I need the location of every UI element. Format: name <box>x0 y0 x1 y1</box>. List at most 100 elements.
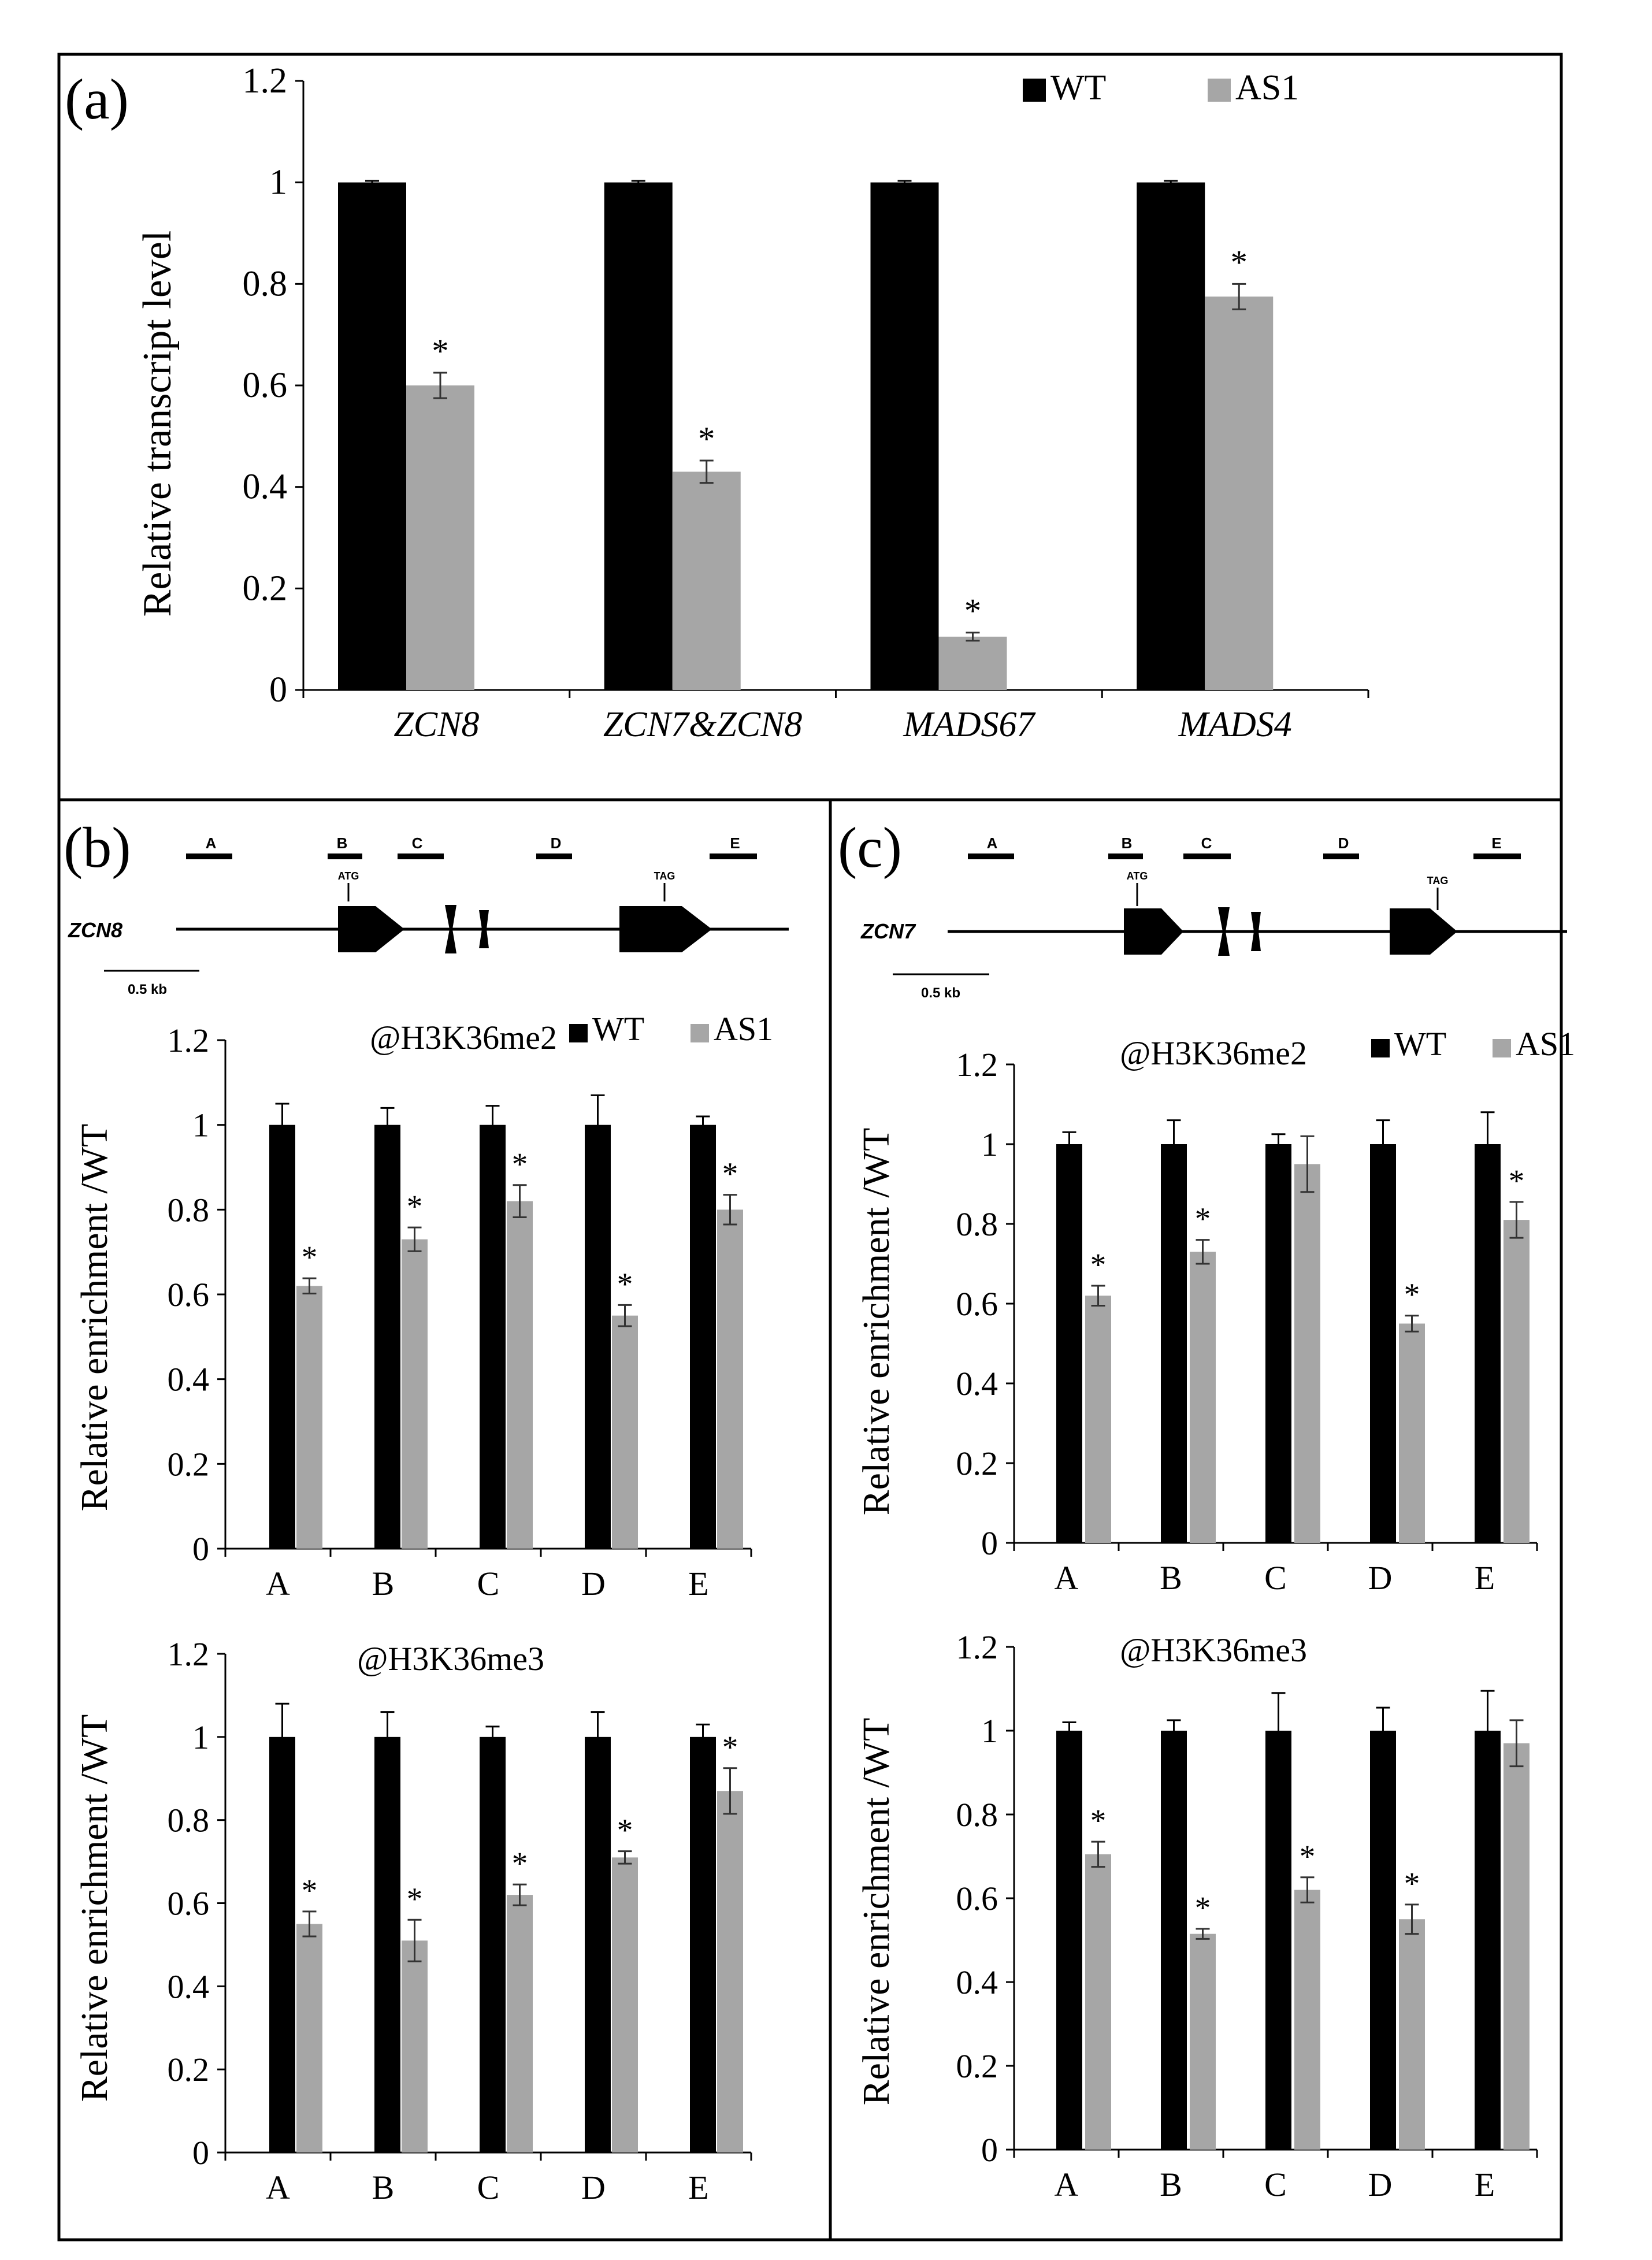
bar-wt-e <box>690 1125 716 1549</box>
significance-star: * <box>698 420 715 458</box>
y-tick-label: 0.4 <box>243 467 288 507</box>
start-codon-label: ATG <box>1127 870 1148 882</box>
x-category-label: MADS67 <box>903 705 1036 744</box>
y-axis-title: Relative enrichment /WT <box>73 1715 116 2102</box>
scale-bar-label: 0.5 kb <box>921 985 960 1001</box>
y-tick-label: 0.8 <box>956 1796 998 1834</box>
bar-wt-a <box>269 1736 295 2153</box>
significance-star: * <box>964 592 981 630</box>
stop-codon-label: TAG <box>654 870 675 882</box>
region-bar-b <box>328 853 362 859</box>
x-category-label: A <box>1055 2166 1079 2203</box>
bar-wt-c <box>480 1736 506 2153</box>
bar-wt-zcn8 <box>338 182 406 691</box>
chart-panel-a: (a) Relative transcript level 0 0.2 0.4 0.6… <box>65 61 1369 744</box>
significance-star: * <box>432 332 448 370</box>
x-category-label: A <box>1055 1559 1079 1597</box>
y-axis-title: Relative transcript level <box>135 231 180 617</box>
significance-star: * <box>1195 1890 1211 1925</box>
bar-wt-d <box>585 1736 611 2153</box>
y-tick-label: 0.2 <box>956 1445 998 1482</box>
legend-label-wt: WT <box>592 1010 644 1048</box>
bar-wt-d <box>585 1125 611 1549</box>
chart-panel-b-h3k36me2: Relative enrichment /WT 0 0.2 0.4 0.6 0.8 1 1.… <box>73 1010 773 1602</box>
chart-title: @H3K36me3 <box>1120 1631 1307 1669</box>
y-tick-label: 1.2 <box>168 1635 210 1673</box>
region-label-b: B <box>337 834 348 852</box>
y-tick-label: 1.2 <box>168 1022 210 1059</box>
y-tick-label: 0.6 <box>956 1285 998 1323</box>
chart-title: @H3K36me2 <box>370 1019 557 1056</box>
chart-panel-c-h3k36me2: Relative enrichment /WT 0 0.2 0.4 0.6 0.8 1 1.… <box>855 1025 1575 1597</box>
region-label-e: E <box>1491 834 1501 852</box>
region-bar-e <box>1473 853 1521 859</box>
x-category-label: E <box>688 1565 708 1602</box>
y-tick-label: 0.2 <box>243 569 288 608</box>
bar-wt-c <box>1265 1731 1291 2150</box>
bar-as1-d <box>612 1315 638 1549</box>
bar-wt-d <box>1370 1731 1396 2150</box>
bar-wt-a <box>1056 1731 1082 2150</box>
legend-swatch-as1 <box>1208 79 1231 102</box>
x-category-label: E <box>688 2169 708 2206</box>
bar-as1-c <box>507 1201 533 1549</box>
x-category-label: D <box>581 2169 606 2206</box>
panel-c-frame <box>829 798 1563 2242</box>
bar-as1-zcn8 <box>406 385 474 690</box>
x-category-label: A <box>266 1565 290 1602</box>
bar-as1-b <box>1190 1934 1216 2150</box>
exon-1 <box>1124 908 1183 955</box>
significance-star: * <box>1404 1277 1420 1312</box>
x-category-label: B <box>1160 1559 1182 1597</box>
legend-swatch-as1 <box>691 1024 709 1042</box>
bar-wt-zcn7-zcn8 <box>604 182 673 691</box>
region-bar-c <box>1183 853 1231 859</box>
bar-as1-a <box>1085 1854 1111 2150</box>
y-tick-label: 0.4 <box>168 1361 210 1398</box>
x-category-label: E <box>1475 2166 1495 2203</box>
y-axis-title: Relative enrichment /WT <box>855 1128 897 1516</box>
y-tick-label: 0.2 <box>956 2047 998 2085</box>
y-tick-label: 0 <box>269 670 287 710</box>
bar-as1-d <box>1399 1323 1425 1543</box>
x-category-label: D <box>1368 2166 1393 2203</box>
panel-b-label: (b) <box>64 815 131 879</box>
bar-wt-a <box>1056 1144 1082 1543</box>
gene-diagram-zcn8: (b) A B C D E ATG TAG ZCN8 0.5 kb <box>64 815 789 997</box>
region-label-d: D <box>1338 834 1349 852</box>
region-bar-e <box>710 853 757 859</box>
region-label-c: C <box>1201 834 1212 852</box>
bar-as1-a <box>296 1924 322 2153</box>
bar-as1-mads67 <box>938 636 1007 690</box>
region-bar-a <box>186 853 232 859</box>
region-bar-c <box>398 853 444 859</box>
x-category-label: C <box>477 1565 500 1602</box>
bar-wt-c <box>480 1125 506 1549</box>
bar-wt-b <box>374 1125 400 1549</box>
legend-label-as1: AS1 <box>1235 68 1299 107</box>
legend-swatch-as1 <box>1493 1039 1511 1057</box>
bar-as1-b <box>1190 1252 1216 1543</box>
y-tick-label: 0.6 <box>168 1276 210 1313</box>
x-category-label: B <box>372 2169 395 2206</box>
region-bar-b <box>1108 853 1143 859</box>
region-bar-d <box>536 853 572 859</box>
y-tick-label: 0 <box>981 1524 998 1562</box>
y-tick-label: 1 <box>269 163 287 202</box>
x-category-label: ZCN8 <box>393 705 479 744</box>
chart-panel-b-h3k36me3: Relative enrichment /WT 0 0.2 0.4 0.6 0.8 1 1.… <box>73 1635 752 2206</box>
bar-as1-e <box>717 1209 743 1549</box>
x-category-label: D <box>1368 1559 1393 1597</box>
y-tick-label: 0.8 <box>168 1802 210 1839</box>
significance-star: * <box>617 1813 633 1848</box>
significance-star: * <box>407 1881 423 1916</box>
y-tick-label: 1.2 <box>956 1628 998 1666</box>
y-axis-title: Relative enrichment /WT <box>855 1718 897 2106</box>
significance-star: * <box>1090 1247 1107 1282</box>
y-tick-label: 0.6 <box>956 1880 998 1917</box>
x-category-label: C <box>1264 1559 1287 1597</box>
bar-wt-e <box>1475 1144 1501 1543</box>
exon-4 <box>619 906 712 952</box>
start-codon-label: ATG <box>338 870 359 882</box>
gene-name: ZCN8 <box>68 918 122 942</box>
